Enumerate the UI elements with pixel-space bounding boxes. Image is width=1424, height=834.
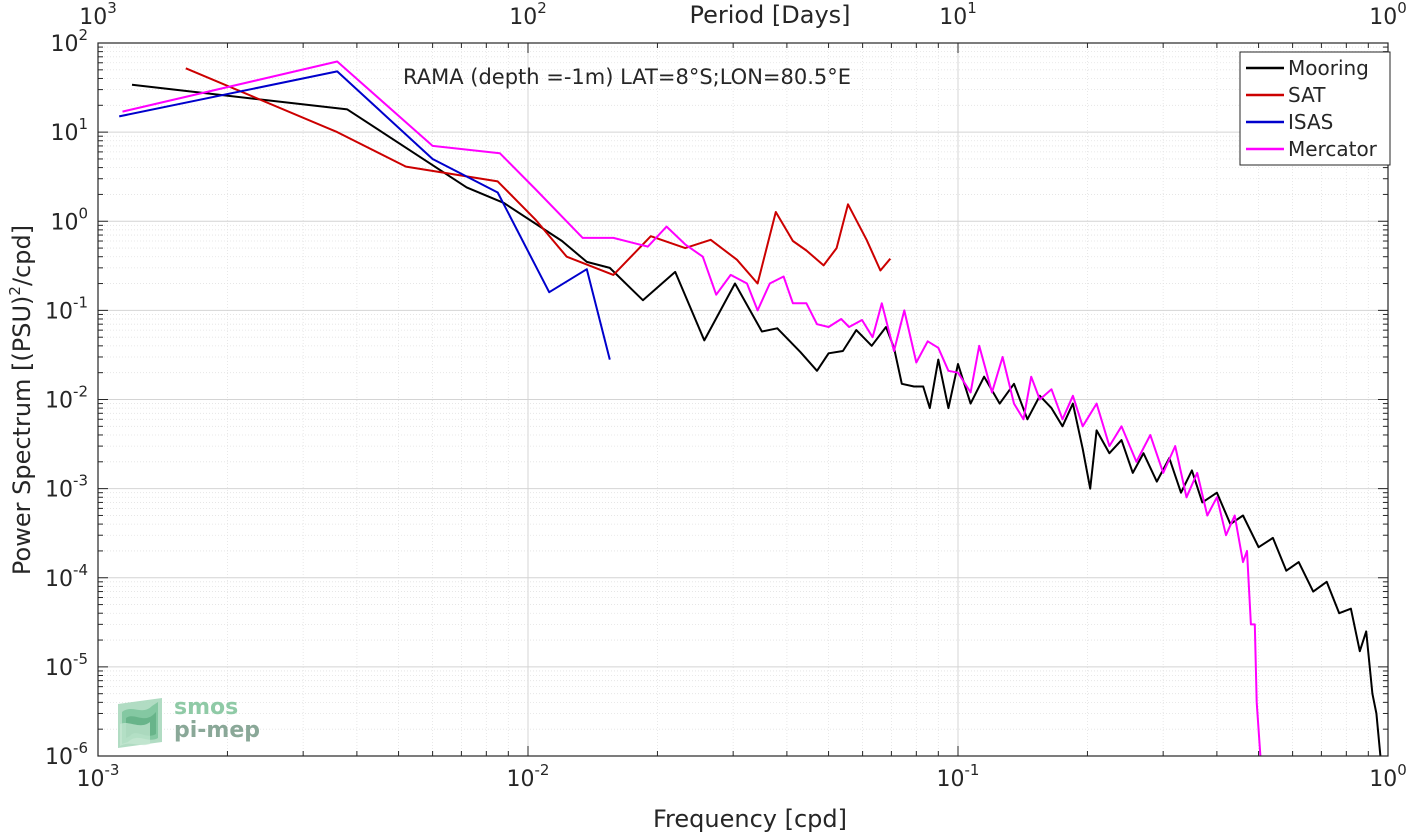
legend-item-isas: ISAS [1246, 110, 1333, 134]
legend-item-sat: SAT [1246, 83, 1326, 107]
top-tick-label-base: 10 [939, 5, 967, 30]
y-tick-label: 10-4 [45, 561, 88, 592]
y-tick-label-base: 10 [45, 567, 73, 592]
x-tick-label: 10-1 [937, 761, 980, 792]
y-tick-label-exponent: -4 [73, 561, 88, 579]
x-tick-label: 10-3 [77, 761, 120, 792]
legend-box [1239, 51, 1391, 166]
y-tick-label-exponent: -1 [73, 293, 88, 311]
y-tick-label: 10-2 [45, 383, 88, 414]
legend-item-mercator: Mercator [1246, 137, 1378, 161]
y-tick-label: 101 [50, 115, 88, 146]
y-tick-label: 10-3 [45, 472, 88, 503]
y-tick-label-base: 10 [45, 745, 73, 770]
top-tick-label: 100 [1369, 0, 1407, 30]
y-tick-label-exponent: 0 [78, 204, 88, 222]
series-line-sat [185, 67, 892, 285]
series-line-isas [118, 70, 611, 360]
x-tick-label-exponent: -2 [535, 761, 550, 779]
chart-title: RAMA (depth =-1m) LAT=8°S;LON=80.5°E [403, 65, 851, 89]
x-tick-label-exponent: 0 [1397, 761, 1407, 779]
top-tick-label-exponent: 0 [1397, 0, 1407, 17]
grid-lines [97, 43, 1388, 757]
x-tick-label-exponent: -1 [965, 761, 980, 779]
x-tick-label-exponent: -3 [105, 761, 120, 779]
legend-label-mercator: Mercator [1288, 137, 1378, 161]
y-tick-label-exponent: 1 [78, 115, 88, 133]
series-line-mooring [131, 83, 1382, 757]
series-lines [118, 60, 1382, 757]
y-tick-label-base: 10 [45, 656, 73, 681]
y-axis-label-tail: /cpd] [8, 225, 36, 286]
y-tick-label-exponent: -6 [73, 739, 88, 757]
y-tick-label-base: 10 [45, 299, 73, 324]
smos-pimep-logo: smos pi-mep [118, 695, 260, 748]
top-tick-label-exponent: 3 [107, 0, 117, 17]
x-tick-label: 100 [1369, 761, 1407, 792]
x-tick-label-base: 10 [507, 767, 535, 792]
x-tick-label-base: 10 [1369, 767, 1397, 792]
logo-text-smos: smos [174, 695, 238, 720]
y-tick-label: 10-1 [45, 293, 88, 324]
y-tick-label: 100 [50, 204, 88, 235]
top-tick-label: 103 [79, 0, 117, 30]
top-tick-label-exponent: 2 [537, 0, 547, 17]
y-tick-label-exponent: -5 [73, 650, 88, 668]
top-tick-label-base: 10 [509, 5, 537, 30]
y-tick-label-exponent: -3 [73, 472, 88, 490]
y-tick-label-exponent: 2 [78, 26, 88, 44]
y-tick-label-base: 10 [45, 478, 73, 503]
y-axis-label: Power Spectrum [(PSU)2/cpd] [6, 225, 36, 575]
top-axis-label: Period [Days] [689, 1, 850, 29]
y-tick-label-base: 10 [50, 210, 78, 235]
legend-label-mooring: Mooring [1288, 56, 1369, 80]
legend-item-mooring: Mooring [1246, 56, 1369, 80]
x-axis-label: Frequency [cpd] [653, 805, 847, 833]
logo-text-pimep: pi-mep [174, 718, 260, 743]
top-tick-label: 101 [939, 0, 977, 30]
top-tick-label: 102 [509, 0, 547, 30]
y-tick-label: 10-5 [45, 650, 88, 681]
y-tick-label-exponent: -2 [73, 383, 88, 401]
y-tick-label-base: 10 [50, 32, 78, 57]
legend-label-isas: ISAS [1288, 110, 1333, 134]
y-axis-label-main: Power Spectrum [(PSU) [8, 296, 36, 575]
x-tick-label-base: 10 [937, 767, 965, 792]
series-line-mercator [122, 60, 1262, 757]
y-tick-label: 102 [50, 26, 88, 57]
x-tick-label-base: 10 [77, 767, 105, 792]
logo-wave-icon [118, 698, 162, 748]
legend: Mooring SAT ISAS Mercator [1239, 51, 1391, 166]
y-axis-label-sup: 2 [6, 286, 24, 296]
top-tick-label-base: 10 [79, 5, 107, 30]
top-tick-label-exponent: 1 [967, 0, 977, 17]
y-tick-label: 10-6 [45, 739, 88, 770]
x-tick-label: 10-2 [507, 761, 550, 792]
top-tick-label-base: 10 [1369, 5, 1397, 30]
y-tick-label-base: 10 [50, 121, 78, 146]
legend-label-sat: SAT [1288, 83, 1326, 107]
y-tick-label-base: 10 [45, 389, 73, 414]
